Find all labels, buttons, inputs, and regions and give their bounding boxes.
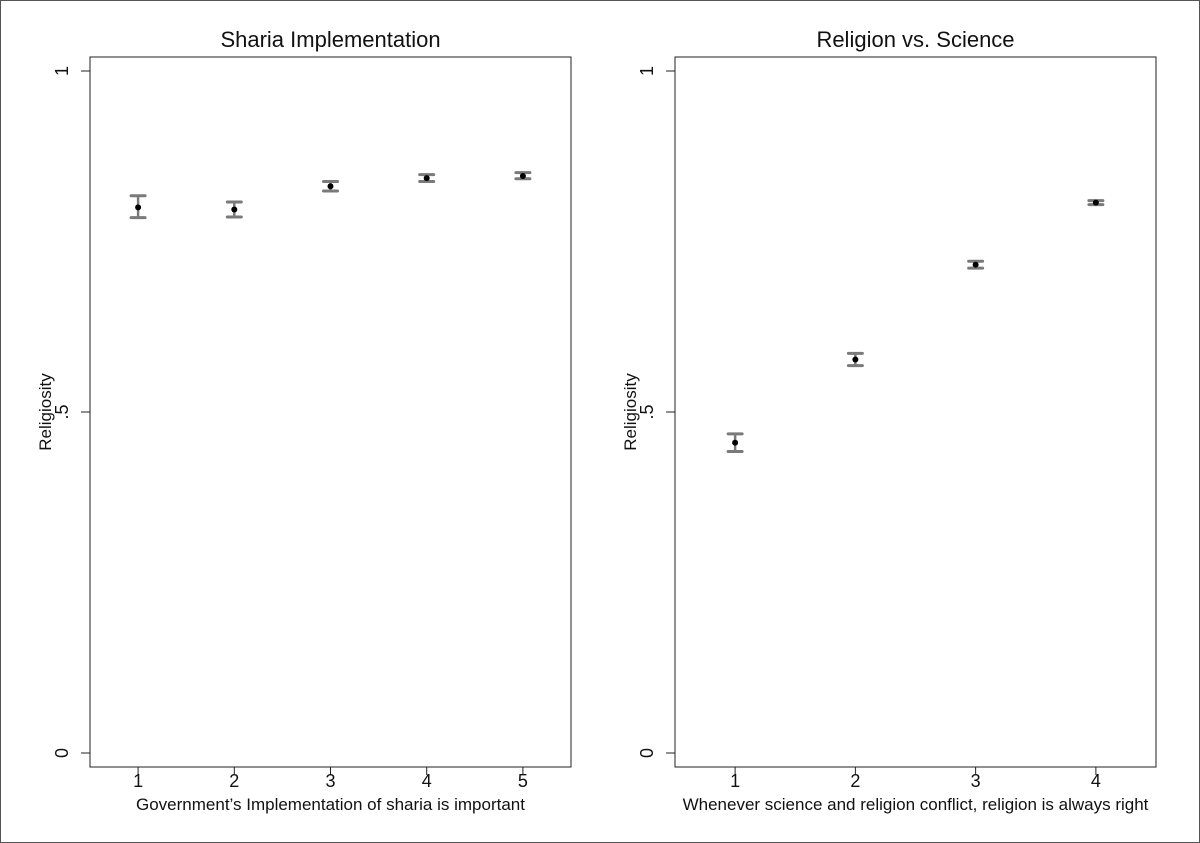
y-tick-label: 1 <box>52 66 72 76</box>
x-tick-label: 3 <box>325 771 335 791</box>
data-point <box>135 204 142 211</box>
x-axis-label: Whenever science and religion conflict, … <box>683 795 1149 814</box>
x-tick-label: 2 <box>850 771 860 791</box>
data-point <box>1092 199 1099 206</box>
chart-title: Religion vs. Science <box>816 27 1014 52</box>
data-point <box>231 206 238 213</box>
plot-frame <box>674 56 1157 768</box>
x-tick-label: 4 <box>422 771 432 791</box>
data-point <box>519 173 526 180</box>
x-tick-label: 4 <box>1091 771 1101 791</box>
y-tick-label: 1 <box>637 66 657 76</box>
x-tick-label: 3 <box>971 771 981 791</box>
data-point <box>327 183 334 190</box>
data-point <box>732 439 739 446</box>
y-tick-label: 0 <box>52 748 72 758</box>
data-point <box>852 356 859 363</box>
data-point <box>423 175 430 182</box>
y-tick-label: .5 <box>52 404 72 419</box>
panel-2: Religion vs. Science Whenever science and… <box>621 27 1157 814</box>
y-axis-label: Religiosity <box>36 373 55 451</box>
y-tick-label: 0 <box>637 748 657 758</box>
x-tick-label: 2 <box>229 771 239 791</box>
x-tick-label: 1 <box>730 771 740 791</box>
x-axis-label: Government’s Implementation of sharia is… <box>136 795 525 814</box>
data-point <box>972 261 979 268</box>
plot-frame <box>89 56 572 768</box>
y-axis-label: Religiosity <box>621 373 640 451</box>
panel-1: Sharia Implementation Government’s Implem… <box>36 27 572 814</box>
x-tick-label: 5 <box>518 771 528 791</box>
y-tick-label: .5 <box>637 404 657 419</box>
x-tick-label: 1 <box>133 771 143 791</box>
chart-title: Sharia Implementation <box>220 27 440 52</box>
